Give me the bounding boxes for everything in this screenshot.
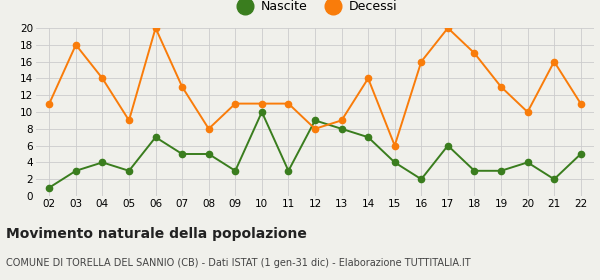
Decessi <box>99 77 106 80</box>
Text: Movimento naturale della popolazione: Movimento naturale della popolazione <box>6 227 307 241</box>
Nascite <box>285 169 292 172</box>
Nascite <box>152 136 159 139</box>
Decessi <box>471 52 478 55</box>
Nascite <box>46 186 53 189</box>
Nascite <box>418 178 425 181</box>
Nascite <box>365 136 372 139</box>
Decessi <box>152 26 159 30</box>
Nascite <box>232 169 239 172</box>
Nascite <box>125 169 133 172</box>
Nascite <box>497 169 505 172</box>
Decessi <box>497 85 505 88</box>
Decessi <box>551 60 558 63</box>
Nascite <box>311 119 319 122</box>
Line: Nascite: Nascite <box>46 109 584 191</box>
Nascite <box>577 152 584 156</box>
Decessi <box>418 60 425 63</box>
Nascite <box>471 169 478 172</box>
Decessi <box>444 26 451 30</box>
Decessi <box>338 119 345 122</box>
Decessi <box>391 144 398 147</box>
Nascite <box>444 144 451 147</box>
Nascite <box>99 161 106 164</box>
Nascite <box>551 178 558 181</box>
Decessi <box>258 102 265 105</box>
Decessi <box>125 119 133 122</box>
Nascite <box>72 169 79 172</box>
Line: Decessi: Decessi <box>46 25 584 149</box>
Decessi <box>46 102 53 105</box>
Decessi <box>577 102 584 105</box>
Legend: Nascite, Decessi: Nascite, Decessi <box>227 0 403 18</box>
Nascite <box>258 110 265 114</box>
Nascite <box>524 161 531 164</box>
Decessi <box>285 102 292 105</box>
Decessi <box>232 102 239 105</box>
Nascite <box>205 152 212 156</box>
Text: COMUNE DI TORELLA DEL SANNIO (CB) - Dati ISTAT (1 gen-31 dic) - Elaborazione TUT: COMUNE DI TORELLA DEL SANNIO (CB) - Dati… <box>6 258 470 268</box>
Decessi <box>205 127 212 130</box>
Nascite <box>179 152 186 156</box>
Decessi <box>365 77 372 80</box>
Nascite <box>338 127 345 130</box>
Decessi <box>524 110 531 114</box>
Decessi <box>72 43 79 46</box>
Decessi <box>311 127 319 130</box>
Nascite <box>391 161 398 164</box>
Decessi <box>179 85 186 88</box>
